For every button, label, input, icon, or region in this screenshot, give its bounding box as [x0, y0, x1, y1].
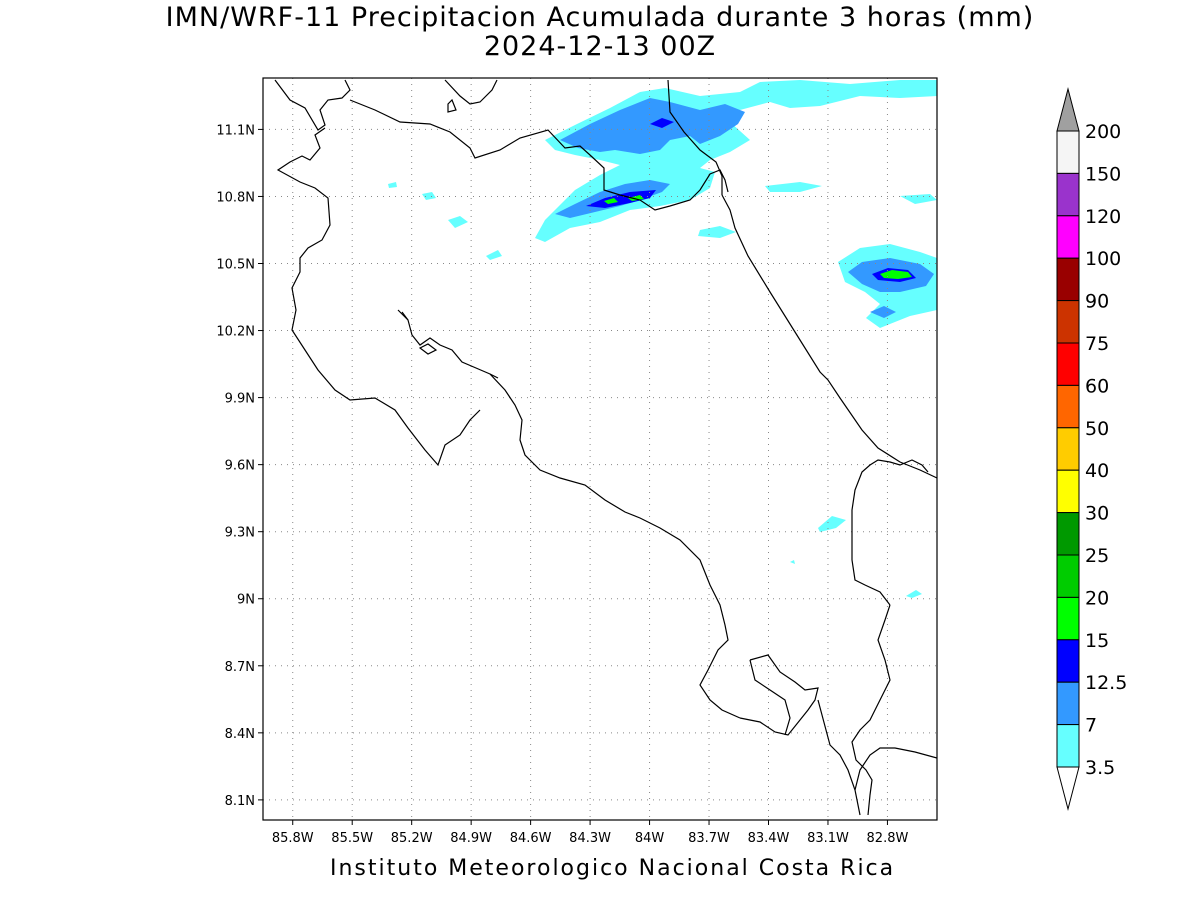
colorbar-label: 100 — [1085, 248, 1121, 270]
x-axis: 85.8W 85.5W 85.2W 84.9W 84.6W 84.3W 84W 83.7W 83… — [272, 820, 909, 846]
coastline — [274, 79, 937, 816]
y-tick-label: 8.7N — [225, 660, 255, 675]
y-tick-label: 10.5N — [216, 258, 255, 273]
colorbar-swatch — [1056, 342, 1080, 386]
map-subtitle: 2024-12-13 00Z — [483, 31, 717, 62]
colorbar-label: 3.5 — [1085, 757, 1115, 779]
y-tick-label: 8.4N — [225, 727, 255, 742]
x-tick-label: 85.8W — [272, 831, 314, 846]
x-tick-label: 84.9W — [450, 831, 492, 846]
colorbar-label: 12.5 — [1085, 672, 1127, 694]
precip-area-12.5 — [586, 190, 656, 208]
colorbar-label: 30 — [1085, 503, 1109, 525]
colorbar-swatch — [1056, 384, 1080, 429]
colorbar-label: 75 — [1085, 333, 1109, 355]
colorbar-label: 15 — [1085, 630, 1109, 652]
colorbar-label: 150 — [1085, 163, 1121, 185]
y-tick-label: 9.9N — [225, 392, 255, 407]
precip-area-7 — [560, 98, 745, 154]
colorbar-swatch — [1056, 512, 1080, 556]
y-tick-label: 9.6N — [225, 459, 255, 474]
x-tick-label: 83.4W — [748, 831, 790, 846]
x-tick-label: 84.6W — [510, 831, 552, 846]
map-frame — [262, 77, 938, 821]
x-tick-label: 84.3W — [569, 831, 611, 846]
graticule — [263, 78, 937, 820]
colorbar-label: 40 — [1085, 460, 1109, 482]
colorbar-label: 7 — [1085, 715, 1097, 737]
y-tick-label: 10.8N — [216, 190, 255, 205]
colorbar-labels: 200 150 120 100 90 75 60 50 40 30 25 20 15 12.5 7 3.5 — [1085, 121, 1127, 779]
x-tick-label: 83.7W — [688, 831, 730, 846]
footer-credit: Instituto Meteorologico Nacional Costa R… — [330, 856, 896, 881]
colorbar — [1056, 87, 1080, 811]
y-tick-label: 9.3N — [225, 526, 255, 541]
colorbar-label: 60 — [1085, 375, 1109, 397]
colorbar-label: 25 — [1085, 545, 1109, 567]
precipitation-field — [388, 80, 937, 598]
colorbar-swatch — [1056, 130, 1080, 174]
x-tick-label: 82.8W — [867, 831, 909, 846]
colorbar-swatch — [1056, 257, 1080, 302]
colorbar-swatch — [1056, 215, 1080, 259]
colorbar-swatch — [1056, 596, 1080, 641]
colorbar-bottom-arrow — [1056, 766, 1080, 811]
colorbar-swatch — [1056, 554, 1080, 598]
x-tick-label: 85.2W — [391, 831, 433, 846]
precip-area-3.5 — [535, 80, 937, 242]
colorbar-top-arrow — [1056, 87, 1080, 132]
y-tick-label: 11.1N — [216, 123, 255, 138]
colorbar-swatch — [1056, 427, 1080, 471]
colorbar-swatch — [1056, 469, 1080, 514]
y-tick-label: 8.1N — [225, 794, 255, 809]
y-tick-label: 9N — [237, 593, 255, 608]
colorbar-swatch — [1056, 681, 1080, 726]
colorbar-label: 120 — [1085, 206, 1121, 228]
colorbar-swatch — [1056, 639, 1080, 683]
colorbar-label: 200 — [1085, 121, 1121, 143]
colorbar-label: 90 — [1085, 291, 1109, 313]
colorbar-swatch — [1056, 300, 1080, 344]
x-tick-label: 83.1W — [807, 831, 849, 846]
colorbar-label: 50 — [1085, 418, 1109, 440]
map-title: IMN/WRF-11 Precipitacion Acumulada duran… — [165, 2, 1035, 33]
colorbar-label: 20 — [1085, 587, 1109, 609]
colorbar-swatch — [1056, 172, 1080, 217]
precip-area-15 — [604, 198, 618, 204]
x-tick-label: 84W — [635, 831, 665, 846]
x-tick-label: 85.5W — [331, 831, 373, 846]
y-tick-label: 10.2N — [216, 325, 255, 340]
colorbar-swatch — [1056, 724, 1080, 768]
y-axis: 11.1N 10.8N 10.5N 10.2N 9.9N 9.6N 9.3N 9N 8.7N 8.… — [216, 123, 263, 809]
